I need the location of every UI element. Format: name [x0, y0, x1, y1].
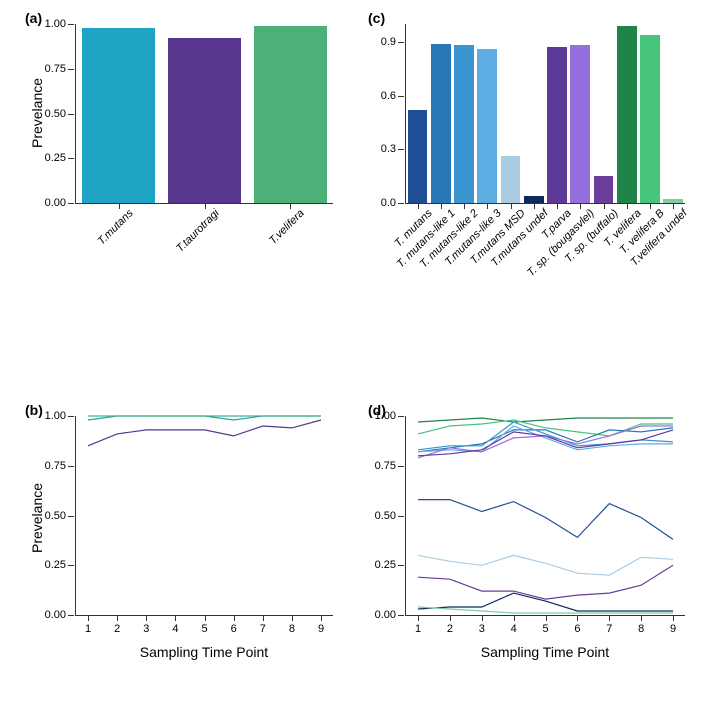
bar	[617, 26, 637, 203]
x-tick-label: 1	[85, 615, 91, 635]
panel-a-ylabel: Prevelance	[29, 78, 45, 148]
panel-d-xlabel: Sampling Time Point	[405, 644, 685, 660]
bar	[431, 44, 451, 203]
bar	[254, 26, 327, 203]
x-tick-label: 5	[201, 615, 207, 635]
line-series	[88, 416, 321, 420]
bar	[501, 156, 521, 203]
x-tick-label: 6	[574, 615, 580, 635]
y-tick-label: 1.00	[45, 18, 76, 30]
x-tick-label: 9	[318, 615, 324, 635]
panel-b-xlabel: Sampling Time Point	[75, 644, 333, 660]
bar	[570, 45, 590, 203]
panel-b-chart: 0.000.250.500.751.00123456789	[75, 416, 333, 616]
panel-c-label: (c)	[368, 10, 385, 26]
bar	[640, 35, 660, 203]
y-tick-label: 0.0	[381, 197, 406, 209]
y-tick-label: 1.00	[375, 410, 406, 422]
x-tick-label: 3	[479, 615, 485, 635]
bar	[547, 47, 567, 203]
y-tick-label: 0.25	[45, 152, 76, 164]
x-tick-label: 7	[606, 615, 612, 635]
panel-a-label: (a)	[25, 10, 42, 26]
y-tick-label: 0.50	[45, 510, 76, 522]
x-tick-label: 3	[143, 615, 149, 635]
y-tick-label: 0.00	[45, 197, 76, 209]
line-series	[418, 555, 673, 575]
x-tick-label: 2	[114, 615, 120, 635]
line-series	[418, 565, 673, 599]
panel-a-chart: 0.000.250.500.751.00T.mutansT.taurotragi…	[75, 24, 333, 204]
x-tick-label: T.mutans	[91, 203, 135, 247]
bar	[82, 28, 155, 203]
y-tick-label: 0.75	[45, 460, 76, 472]
y-tick-label: 0.75	[45, 63, 76, 75]
panel-d-chart: 0.000.250.500.751.00123456789	[405, 416, 685, 616]
x-tick-label: 5	[542, 615, 548, 635]
y-tick-label: 0.00	[375, 609, 406, 621]
x-tick-label: 8	[638, 615, 644, 635]
x-tick-label: 6	[231, 615, 237, 635]
y-tick-label: 1.00	[45, 410, 76, 422]
x-tick-label: 7	[260, 615, 266, 635]
x-tick-label: 9	[670, 615, 676, 635]
bar	[524, 196, 544, 203]
panel-b-label: (b)	[25, 402, 43, 418]
bar	[168, 38, 241, 203]
x-tick-label: 1	[415, 615, 421, 635]
y-tick-label: 0.50	[45, 108, 76, 120]
bar	[594, 176, 614, 203]
y-tick-label: 0.75	[375, 460, 406, 472]
x-tick-label: 4	[511, 615, 517, 635]
x-tick-label: T.velifera	[263, 203, 307, 247]
y-tick-label: 0.25	[375, 559, 406, 571]
y-tick-label: 0.9	[381, 36, 406, 48]
line-series	[418, 500, 673, 540]
panel-c-chart: 0.00.30.60.9T. mutansT. mutans-like 1T. …	[405, 24, 685, 204]
line-series	[418, 418, 673, 422]
line-series	[418, 607, 673, 613]
bar	[408, 110, 428, 203]
x-tick-label: T.taurotragi	[169, 203, 221, 255]
y-tick-label: 0.6	[381, 90, 406, 102]
panel-b-ylabel: Prevelance	[29, 483, 45, 553]
x-tick-label: 8	[289, 615, 295, 635]
y-tick-label: 0.00	[45, 609, 76, 621]
bar	[454, 45, 474, 203]
y-tick-label: 0.50	[375, 510, 406, 522]
bar	[477, 49, 497, 203]
y-tick-label: 0.25	[45, 559, 76, 571]
x-tick-label: 4	[172, 615, 178, 635]
x-tick-label: 2	[447, 615, 453, 635]
line-series	[88, 420, 321, 446]
line-series	[418, 593, 673, 611]
line-series-svg	[406, 416, 685, 615]
line-series-svg	[76, 416, 333, 615]
y-tick-label: 0.3	[381, 143, 406, 155]
